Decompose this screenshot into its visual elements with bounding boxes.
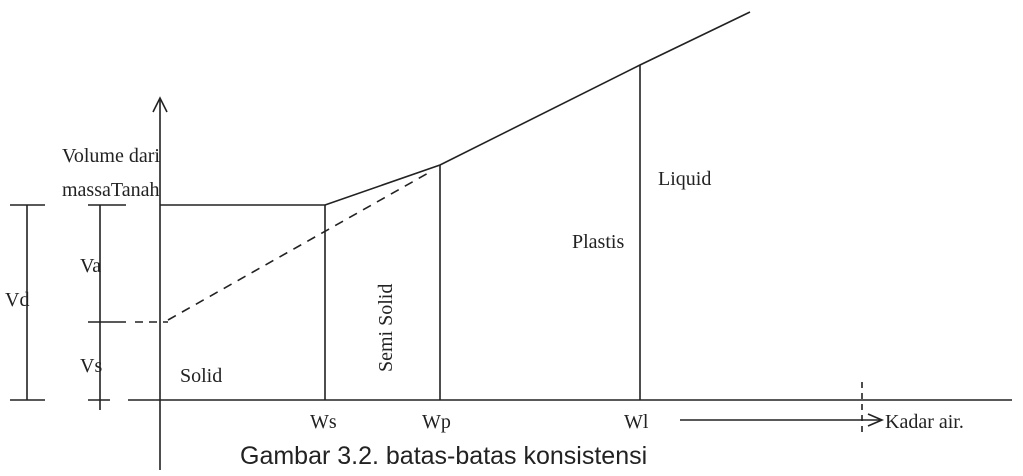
liquid-label: Liquid (658, 168, 711, 190)
curve (135, 11, 751, 400)
y-axis-arrow (152, 96, 168, 113)
caption: Gambar 3.2. batas-batas konsistensi (240, 442, 647, 470)
semi-solid-label: Semi Solid (375, 284, 397, 372)
solid-label: Solid (180, 365, 222, 387)
vs-label: Vs (80, 355, 102, 377)
wl-label: Wl (624, 411, 649, 433)
y-label: massaTanah (62, 179, 159, 201)
ws-label: Ws (310, 411, 337, 433)
axes (128, 96, 1012, 470)
x-arrow-head (867, 413, 885, 427)
y-label: Volume dari (62, 145, 160, 167)
dimensions (10, 204, 126, 410)
volume-line (324, 11, 751, 206)
x-label: Kadar air. (885, 411, 964, 433)
wp-label: Wp (422, 411, 451, 433)
va-label: Va (80, 255, 101, 277)
vd-label: Vd (5, 289, 29, 311)
dashed-extension (167, 171, 431, 321)
plastis-label: Plastis (572, 231, 624, 253)
